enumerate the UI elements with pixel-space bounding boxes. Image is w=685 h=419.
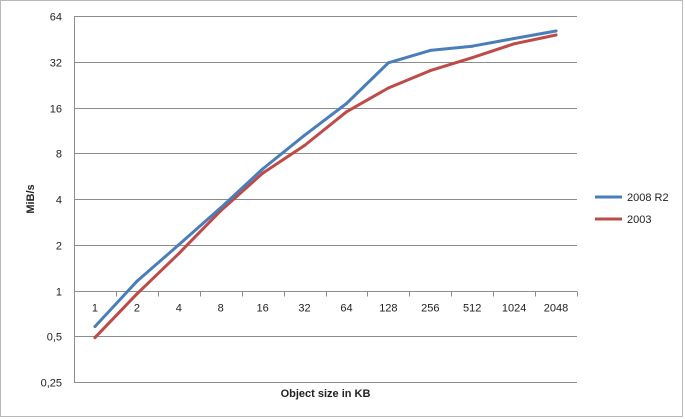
- x-tick-label: 2048: [544, 303, 568, 315]
- data-point: [93, 325, 97, 328]
- y-tick-label: 2: [56, 241, 62, 253]
- x-axis-tick-labels: 1 2 4 8 16 32 64 128 256 512 1024 2048: [74, 291, 578, 315]
- data-point: [554, 29, 558, 33]
- x-tick-label: 1024: [502, 303, 526, 315]
- data-point: [470, 56, 474, 60]
- data-point: [177, 252, 181, 256]
- data-point: [177, 243, 181, 247]
- x-tick-label: 8: [218, 303, 224, 315]
- data-point: [135, 279, 139, 283]
- y-axis-title: MiB/s: [25, 184, 37, 213]
- legend-item: 2008 R2: [595, 192, 669, 204]
- data-point: [554, 33, 558, 37]
- plot-area: [74, 16, 577, 383]
- y-tick-label: 4: [56, 195, 62, 207]
- y-tick-label: 32: [50, 58, 62, 70]
- x-tick-label: 128: [379, 303, 397, 315]
- y-tick-label: 64: [50, 12, 62, 24]
- data-point: [261, 171, 265, 175]
- series-line-2008-r2: [93, 29, 558, 328]
- data-point: [512, 37, 516, 40]
- y-tick-label: 1: [56, 287, 62, 299]
- legend-label: 2008 R2: [627, 192, 669, 204]
- x-tick-label: 1: [92, 303, 98, 315]
- series-layer: [93, 29, 558, 340]
- gridlines: [74, 16, 577, 383]
- x-tick-label: 4: [176, 303, 182, 315]
- data-point: [470, 44, 474, 48]
- data-point: [345, 110, 348, 114]
- data-point: [135, 292, 139, 296]
- data-point: [345, 102, 348, 105]
- y-tick-label: 16: [50, 104, 62, 116]
- data-point: [428, 69, 432, 73]
- data-point: [303, 133, 306, 137]
- y-tick-label: 0,5: [47, 332, 62, 344]
- x-tick-label: 32: [298, 303, 310, 315]
- data-point: [386, 61, 390, 65]
- x-tick-label: 64: [340, 303, 352, 315]
- legend: 2008 R2 2003: [595, 192, 669, 226]
- series-line-2003: [93, 33, 558, 340]
- data-point: [261, 167, 265, 171]
- legend-item: 2003: [595, 214, 651, 226]
- x-tick-label: 512: [463, 303, 481, 315]
- x-axis-title: Object size in KB: [281, 388, 371, 400]
- legend-label: 2003: [627, 214, 651, 226]
- x-tick-label: 2: [134, 303, 140, 315]
- x-tick-label: 16: [257, 303, 269, 315]
- x-tick-label: 256: [421, 303, 439, 315]
- data-point: [93, 336, 97, 340]
- data-point: [386, 86, 390, 90]
- y-tick-label: 8: [56, 149, 62, 161]
- y-tick-label: 0,25: [41, 378, 62, 390]
- y-axis-tick-labels: 0,25 0,5 1 2 4 8 16 32 64: [41, 12, 62, 390]
- data-point: [512, 42, 516, 46]
- data-point: [219, 206, 223, 210]
- data-point: [303, 144, 306, 147]
- data-point: [428, 48, 432, 52]
